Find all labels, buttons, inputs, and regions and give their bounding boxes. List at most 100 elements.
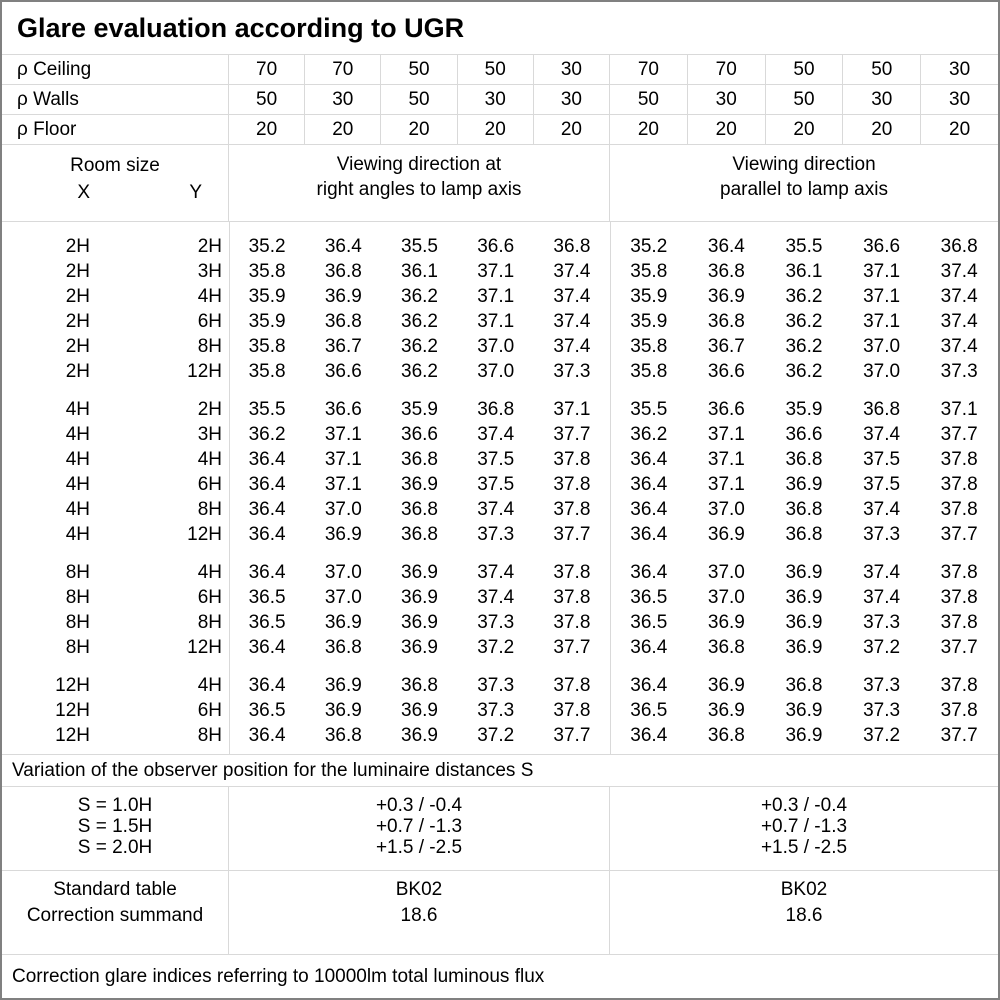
ugr-value-cell: 36.9 — [401, 561, 438, 583]
ugr-row: 4H 3H 36.2 37.1 36.6 37.4 37.7 36.2 37.1 36.6 37.4… — [2, 422, 998, 447]
ugr-value-cell: 36.8 — [477, 398, 515, 420]
ugr-value-cell: 37.4 — [940, 335, 978, 357]
ugr-value-cell: 37.3 — [940, 360, 978, 382]
ugr-row: 4H 6H 36.4 37.1 36.9 37.5 37.8 36.4 37.1 36.9 37.5… — [2, 472, 998, 497]
ugr-value-cell: 36.8 — [324, 260, 362, 282]
ugr-value-cell: 36.5 — [248, 611, 286, 633]
ugr-value-cell: 36.9 — [401, 724, 438, 746]
ugr-value-cell: 36.9 — [785, 611, 823, 633]
variation-value: +0.3 / -0.4 — [760, 795, 848, 816]
ugr-value-cell: 37.4 — [477, 586, 515, 608]
summary-value: BK02 — [395, 879, 443, 900]
ugr-value-cell: 37.8 — [940, 473, 978, 495]
ugr-value-cell: 37.3 — [863, 523, 901, 545]
reflectance-value-cell: 20 — [610, 115, 688, 144]
ugr-row: 4H 2H 35.5 36.6 35.9 36.8 37.1 35.5 36.6 35.9 36.8… — [2, 397, 998, 422]
ugr-half-left: 36.5 36.9 36.9 37.3 37.8 — [229, 612, 610, 634]
room-x-cell: 12H — [55, 699, 90, 721]
ugr-value-cell: 37.5 — [477, 448, 515, 470]
ugr-half-left: 36.4 37.1 36.8 37.5 37.8 — [229, 449, 610, 471]
ugr-value-cell: 36.4 — [248, 523, 286, 545]
viewing-direction-left-line2: right angles to lamp axis — [316, 179, 522, 200]
ugr-value-cell: 36.8 — [324, 724, 362, 746]
y-column-header: Y — [189, 182, 202, 203]
ugr-row: 12H 6H 36.5 36.9 36.9 37.3 37.8 36.5 36.9 36.9 37.… — [2, 698, 998, 723]
ugr-row: 8H 8H 36.5 36.9 36.9 37.3 37.8 36.5 36.9 36.9 37.3… — [2, 610, 998, 635]
ugr-value-cell: 37.3 — [477, 523, 515, 545]
ugr-value-cell: 36.9 — [324, 285, 362, 307]
ugr-half-right: 36.5 36.9 36.9 37.3 37.8 — [610, 700, 998, 722]
variation-note-row: Variation of the observer position for t… — [2, 755, 998, 787]
room-y-cell: 12H — [187, 636, 222, 658]
ugr-value-cell: 37.0 — [477, 360, 515, 382]
ugr-row: 2H 2H 35.2 36.4 35.5 36.6 36.8 35.2 36.4 35.5 36.6… — [2, 234, 998, 259]
reflectance-value-cell: 50 — [229, 85, 306, 114]
reflectance-half-right: 70 70 50 50 30 — [610, 55, 998, 84]
room-y-cell: 6H — [197, 699, 222, 721]
ugr-row: 2H 8H 35.8 36.7 36.2 37.0 37.4 35.8 36.7 36.2 37.0… — [2, 334, 998, 359]
ugr-value-cell: 37.8 — [940, 561, 978, 583]
ugr-value-cell: 37.1 — [324, 473, 362, 495]
reflectance-value-cell: 70 — [305, 55, 382, 84]
room-y-cell: 4H — [197, 448, 222, 470]
column-divider-left — [229, 222, 230, 754]
ugr-value-cell: 37.7 — [553, 724, 591, 746]
ugr-half-right: 35.9 36.9 36.2 37.1 37.4 — [610, 286, 998, 308]
ugr-value-cell: 37.1 — [477, 260, 515, 282]
summary-row-label: Correction summand — [26, 905, 204, 926]
ugr-block: 4H 2H 35.5 36.6 35.9 36.8 37.1 35.5 36.6 35.9 36.8… — [2, 397, 998, 547]
reflectance-row: ρ Floor 20 20 20 20 20 20 20 20 20 20 — [2, 115, 998, 145]
ugr-value-cell: 36.4 — [630, 473, 668, 495]
ugr-value-cell: 36.9 — [785, 586, 823, 608]
ugr-value-cell: 37.3 — [477, 611, 515, 633]
ugr-value-cell: 36.9 — [707, 611, 745, 633]
ugr-value-cell: 36.9 — [707, 523, 745, 545]
ugr-value-cell: 35.9 — [248, 285, 286, 307]
ugr-half-left: 36.2 37.1 36.6 37.4 37.7 — [229, 424, 610, 446]
ugr-value-cell: 37.4 — [477, 561, 515, 583]
ugr-value-cell: 37.3 — [477, 674, 515, 696]
ugr-value-cell: 37.8 — [553, 611, 591, 633]
reflectance-value-cell: 70 — [688, 55, 766, 84]
ugr-value-cell: 36.9 — [785, 724, 823, 746]
ugr-value-cell: 37.4 — [553, 335, 591, 357]
ugr-value-cell: 37.4 — [553, 260, 591, 282]
summary-value: 18.6 — [785, 905, 823, 926]
reflectance-value-cell: 20 — [949, 118, 971, 140]
ugr-half-right: 36.4 37.1 36.9 37.5 37.8 — [610, 474, 998, 496]
ugr-value-cell: 36.5 — [248, 586, 286, 608]
ugr-value-cell: 36.8 — [940, 235, 978, 257]
summary-value: 18.6 — [400, 905, 438, 926]
ugr-value-cell: 37.8 — [940, 448, 978, 470]
ugr-value-cell: 37.4 — [477, 423, 515, 445]
reflectance-value-cell: 30 — [534, 85, 611, 114]
ugr-value-cell: 37.8 — [940, 611, 978, 633]
reflectance-value-cell: 70 — [229, 55, 306, 84]
ugr-value-cell: 37.2 — [863, 636, 901, 658]
room-y-cell: 8H — [197, 611, 222, 633]
ugr-value-cell: 36.9 — [785, 473, 823, 495]
ugr-value-cell: 37.5 — [477, 473, 515, 495]
ugr-value-cell: 36.4 — [324, 235, 362, 257]
ugr-half-left: 35.2 36.4 35.5 36.6 36.8 — [229, 236, 610, 258]
reflectance-value-cell: 30 — [534, 55, 611, 84]
ugr-value-cell: 37.7 — [940, 724, 978, 746]
ugr-half-right: 36.5 37.0 36.9 37.4 37.8 — [610, 587, 998, 609]
ugr-value-cell: 36.8 — [324, 310, 362, 332]
ugr-value-cell: 35.2 — [248, 235, 286, 257]
room-y-cell: 6H — [197, 473, 222, 495]
ugr-value-cell: 36.4 — [248, 498, 286, 520]
ugr-value-cell: 36.9 — [785, 699, 823, 721]
ugr-half-left: 35.8 36.7 36.2 37.0 37.4 — [229, 336, 610, 358]
ugr-half-right: 36.4 37.0 36.9 37.4 37.8 — [610, 562, 998, 584]
ugr-row: 8H 12H 36.4 36.8 36.9 37.2 37.7 36.4 36.8 36.9 37.… — [2, 635, 998, 660]
ugr-value-cell: 35.8 — [630, 360, 668, 382]
ugr-value-cell: 35.5 — [630, 398, 668, 420]
footer-note: Correction glare indices referring to 10… — [12, 965, 545, 987]
ugr-value-cell: 37.1 — [477, 310, 515, 332]
variation-value: +0.3 / -0.4 — [375, 795, 463, 816]
ugr-value-cell: 37.2 — [863, 724, 901, 746]
ugr-value-cell: 37.3 — [863, 699, 901, 721]
variation-value: +1.5 / -2.5 — [375, 837, 463, 858]
ugr-value-cell: 36.9 — [401, 611, 438, 633]
